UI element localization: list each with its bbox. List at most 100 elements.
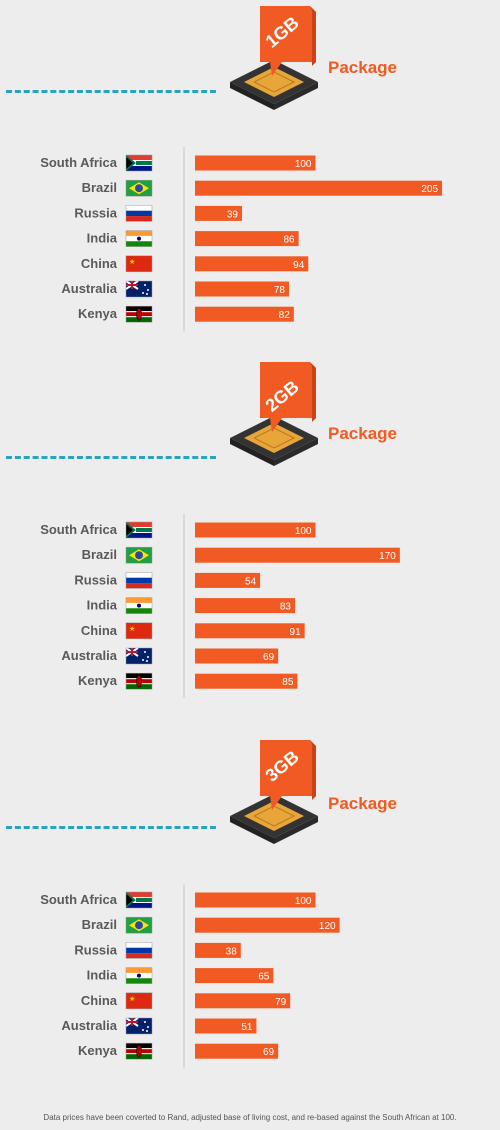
svg-text:★: ★ [129, 995, 135, 1003]
category-label: Kenya [78, 1043, 118, 1058]
category-label: India [87, 968, 118, 983]
dashed-divider [6, 90, 216, 93]
flag-icon [125, 942, 153, 959]
category-label: Australia [61, 281, 117, 296]
bar [195, 572, 261, 588]
bar [195, 306, 294, 322]
data-label: 69 [263, 1047, 275, 1058]
bar-chart-3gb: South Africa 100 Brazil 120 Russia 38 India 65 C… [40, 884, 340, 1069]
data-label: 65 [258, 972, 270, 983]
sim-card-icon [230, 362, 318, 466]
category-label: Australia [61, 648, 117, 663]
data-label: 51 [241, 1022, 253, 1033]
category-label: Kenya [78, 673, 118, 688]
bar [195, 231, 299, 247]
bar [195, 281, 289, 297]
flag-icon [125, 154, 153, 172]
bar-chart-1gb: South Africa 100 Brazil 205 Russia 39 India 86 C… [40, 147, 443, 332]
flag-icon: ★ [125, 992, 153, 1010]
category-label: Russia [74, 205, 117, 220]
data-label: 100 [295, 159, 312, 170]
category-label: South Africa [40, 892, 118, 907]
bar [195, 917, 340, 933]
category-label: Brazil [82, 547, 117, 562]
data-label: 83 [280, 602, 292, 613]
data-label: 85 [282, 677, 294, 688]
package-label: Package [328, 424, 397, 443]
flag-icon: ★ [125, 255, 153, 273]
category-label: South Africa [40, 155, 118, 170]
data-label: 82 [279, 310, 291, 321]
data-label: 86 [284, 235, 296, 246]
bar [195, 968, 274, 984]
data-label: 39 [227, 209, 239, 220]
data-label: 100 [295, 526, 312, 537]
flag-icon: ★ [125, 622, 153, 640]
bar [195, 205, 242, 221]
category-label: China [81, 256, 118, 271]
flag-icon [125, 280, 153, 298]
dashed-divider [6, 826, 216, 829]
category-label: India [87, 598, 118, 613]
data-label: 120 [319, 921, 336, 932]
sim-card-icon [230, 6, 318, 110]
data-label: 79 [275, 997, 287, 1008]
bar [195, 892, 316, 908]
data-label: 38 [226, 946, 238, 957]
category-label: China [81, 993, 118, 1008]
flag-icon [125, 305, 153, 323]
flag-icon [125, 1042, 153, 1060]
sim-card-icon [230, 740, 318, 844]
flag-icon [125, 1017, 153, 1035]
category-label: Kenya [78, 306, 118, 321]
category-label: Brazil [82, 180, 117, 195]
bar [195, 1043, 279, 1059]
package-section-2gb: 2GB Package South Africa 100 Brazil 170 Russ… [0, 352, 500, 699]
footnote: Data prices have been coverted to Rand, … [43, 1113, 457, 1122]
data-label: 170 [379, 551, 396, 562]
flag-icon [125, 891, 153, 909]
data-label: 54 [245, 576, 257, 587]
bar [195, 942, 241, 958]
flag-icon [125, 179, 153, 197]
flag-icon [125, 672, 153, 690]
bar [195, 256, 309, 272]
flag-icon [125, 967, 153, 984]
flag-icon [125, 916, 153, 934]
package-label: Package [328, 794, 397, 813]
bar [195, 648, 279, 664]
svg-text:★: ★ [129, 258, 135, 266]
bar [195, 598, 296, 614]
bar [195, 993, 291, 1009]
package-section-1gb: 1GB Package South Africa 100 Brazil 205 Russ… [0, 0, 500, 345]
flag-icon [125, 546, 153, 564]
dashed-divider [6, 456, 216, 459]
bar [195, 522, 316, 538]
category-label: South Africa [40, 522, 118, 537]
flag-icon [125, 597, 153, 614]
category-label: China [81, 623, 118, 638]
package-section-3gb: 3GB Package South Africa 100 Brazil 120 Russ… [0, 722, 500, 1082]
bar-chart-2gb: South Africa 100 Brazil 170 Russia 54 India 83 C… [40, 514, 400, 699]
bar [195, 673, 298, 689]
flag-icon [125, 521, 153, 539]
data-label: 100 [295, 896, 312, 907]
data-label: 69 [263, 652, 275, 663]
flag-icon [125, 230, 153, 247]
category-label: Australia [61, 1018, 117, 1033]
bar [195, 180, 443, 196]
bar [195, 623, 305, 639]
flag-icon [125, 647, 153, 665]
category-label: Brazil [82, 917, 117, 932]
flag-icon [125, 572, 153, 589]
data-label: 94 [293, 260, 305, 271]
category-label: India [87, 231, 118, 246]
data-label: 91 [290, 627, 302, 638]
data-label: 78 [274, 285, 286, 296]
bar [195, 1018, 257, 1034]
svg-text:★: ★ [129, 625, 135, 633]
package-label: Package [328, 58, 397, 77]
bar [195, 547, 400, 563]
data-label: 205 [421, 184, 438, 195]
category-label: Russia [74, 572, 117, 587]
